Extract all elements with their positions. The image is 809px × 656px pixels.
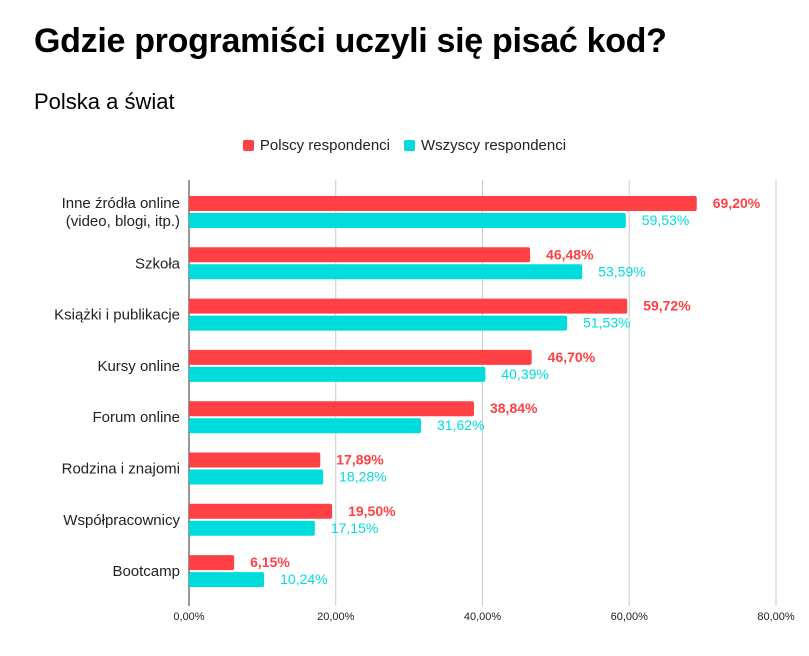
- chart-subtitle: Polska a świat: [34, 89, 175, 114]
- bar-wszyscy[interactable]: [189, 469, 324, 485]
- bar-polscy[interactable]: [189, 503, 333, 519]
- category-label: Bootcamp: [112, 563, 180, 580]
- legend-item-polscy[interactable]: Polscy respondenci: [242, 137, 390, 154]
- category-label: Inne źródła online (video, blogi, itp.): [62, 195, 180, 230]
- legend-label-wszyscy: Wszyscy respondenci: [421, 137, 567, 154]
- data-label-polscy: 46,48%: [546, 246, 594, 262]
- data-label-polscy: 46,70%: [548, 349, 596, 365]
- bar-wszyscy[interactable]: [189, 520, 315, 536]
- bar-wszyscy[interactable]: [189, 572, 265, 588]
- bar-polscy[interactable]: [189, 196, 697, 211]
- data-label-wszyscy: 53,59%: [598, 263, 645, 279]
- legend-swatch-polscy: [242, 140, 254, 151]
- data-label-wszyscy: 51,53%: [583, 315, 630, 331]
- data-label-polscy: 59,72%: [643, 298, 691, 314]
- category-label: Współpracownicy: [63, 512, 180, 529]
- data-label-wszyscy: 17,15%: [331, 520, 378, 536]
- x-tick-label: 80,00%: [757, 611, 795, 623]
- bar-polscy[interactable]: [189, 555, 235, 571]
- chart-title: Gdzie programiści uczyli się pisać kod?: [34, 22, 667, 60]
- category-label: Kursy online: [97, 358, 180, 375]
- bar-wszyscy[interactable]: [189, 418, 422, 434]
- data-label-polscy: 17,89%: [336, 452, 384, 468]
- category-label-line: Inne źródła online: [62, 195, 180, 212]
- bar-wszyscy[interactable]: [189, 366, 486, 382]
- data-label-wszyscy: 18,28%: [339, 469, 386, 485]
- x-tick-label: 0,00%: [173, 611, 204, 623]
- bar-wszyscy[interactable]: [189, 315, 568, 331]
- category-label: Szkoła: [135, 255, 181, 272]
- data-label-polscy: 19,50%: [348, 503, 396, 519]
- bar-polscy[interactable]: [189, 349, 532, 365]
- category-label: Książki i publikacje: [54, 307, 180, 324]
- legend-item-wszyscy[interactable]: Wszyscy respondenci: [404, 137, 566, 154]
- category-label: Forum online: [92, 409, 180, 426]
- bar-polscy[interactable]: [189, 247, 531, 263]
- bar-wszyscy[interactable]: [189, 264, 583, 280]
- legend-swatch-wszyscy: [404, 140, 415, 151]
- data-label-polscy: 6,15%: [250, 554, 290, 570]
- data-label-polscy: 38,84%: [490, 400, 538, 416]
- data-label-wszyscy: 10,24%: [280, 571, 327, 587]
- bar-polscy[interactable]: [189, 401, 474, 417]
- legend-label-polscy: Polscy respondenci: [259, 137, 390, 154]
- x-tick-label: 40,00%: [464, 611, 502, 623]
- bar-polscy[interactable]: [189, 452, 321, 468]
- legend: Polscy respondenci Wszyscy respondenci: [0, 137, 809, 154]
- data-label-wszyscy: 40,39%: [501, 366, 548, 382]
- category-label-line: (video, blogi, itp.): [66, 213, 180, 230]
- x-tick-label: 20,00%: [317, 611, 355, 623]
- bar-polscy[interactable]: [189, 298, 628, 314]
- x-tick-label: 60,00%: [611, 611, 649, 623]
- data-label-polscy: 69,20%: [713, 195, 761, 211]
- bar-wszyscy[interactable]: [189, 213, 626, 228]
- category-label: Rodzina i znajomi: [62, 461, 180, 478]
- data-label-wszyscy: 31,62%: [437, 417, 484, 433]
- data-label-wszyscy: 59,53%: [642, 212, 689, 228]
